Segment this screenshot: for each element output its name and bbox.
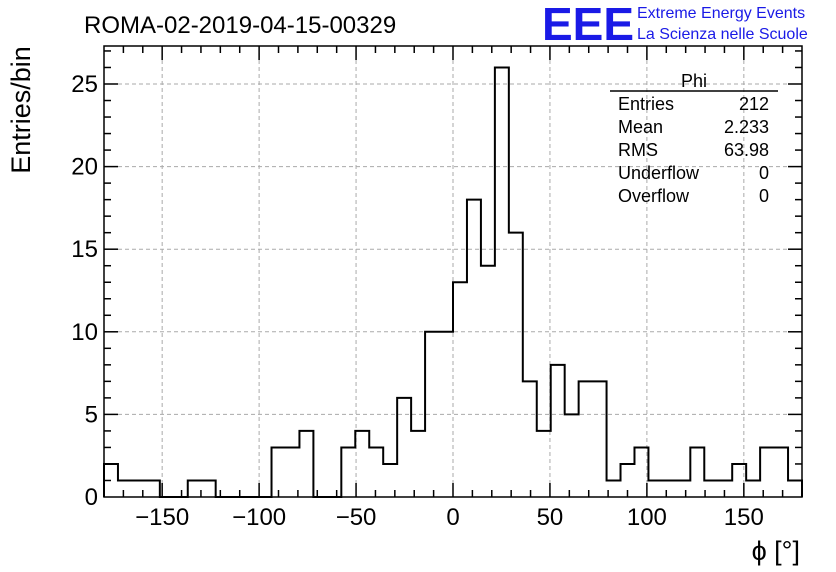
histogram-bar xyxy=(439,332,453,497)
y-tick-labels: 0 5 10 15 20 25 xyxy=(71,71,98,511)
histogram-bar xyxy=(551,365,565,497)
histogram-bar xyxy=(481,266,495,497)
stats-row-value: 0 xyxy=(759,186,769,206)
histogram-bar xyxy=(411,431,425,497)
histogram-bar xyxy=(355,431,369,497)
y-tick-label: 5 xyxy=(85,401,98,428)
x-tick-label: 50 xyxy=(537,504,564,531)
x-tick-labels: −150 −100 −50 0 50 100 150 xyxy=(135,504,764,531)
y-tick-label: 15 xyxy=(71,236,98,263)
histogram-bar xyxy=(202,480,216,497)
histogram-bar xyxy=(467,200,481,497)
histogram-bar xyxy=(648,480,662,497)
histogram-bar xyxy=(565,414,579,497)
stats-rows: Entries 212 Mean 2.233 RMS 63.98 Underflow 0 Ove… xyxy=(618,94,769,206)
x-tick-label: −100 xyxy=(232,504,286,531)
histogram-bar xyxy=(718,480,732,497)
chart-title: ROMA-02-2019-04-15-00329 xyxy=(84,12,396,39)
x-tick-label: 150 xyxy=(724,504,764,531)
stats-row-label: RMS xyxy=(618,140,658,160)
stats-row-value: 63.98 xyxy=(724,140,769,160)
histogram-bar xyxy=(369,447,383,497)
histogram-bar xyxy=(704,480,718,497)
y-tick-label: 10 xyxy=(71,319,98,346)
y-tick-label: 20 xyxy=(71,154,98,181)
stats-row-label: Entries xyxy=(618,94,674,114)
x-axis-label: ϕ [°] xyxy=(752,536,800,566)
histogram-bar xyxy=(285,447,299,497)
x-tick-label: 0 xyxy=(446,504,459,531)
stats-row-label: Mean xyxy=(618,117,663,137)
histogram-bar xyxy=(537,431,551,497)
histogram-bar xyxy=(760,447,774,497)
histogram-bar xyxy=(188,480,202,497)
stats-row-label: Overflow xyxy=(618,186,690,206)
histogram-bar xyxy=(118,480,132,497)
histogram-bar xyxy=(341,447,355,497)
histogram-bar xyxy=(579,381,593,497)
stats-row-value: 212 xyxy=(739,94,769,114)
histogram-bar xyxy=(272,447,286,497)
stats-title: Phi xyxy=(681,71,707,91)
stats-row-value: 2.233 xyxy=(724,117,769,137)
x-tick-label: −50 xyxy=(336,504,377,531)
stats-row-label: Underflow xyxy=(618,163,700,183)
histogram-bar xyxy=(662,480,676,497)
y-tick-label: 25 xyxy=(71,71,98,98)
histogram-bar xyxy=(788,480,802,497)
histogram-bar xyxy=(676,480,690,497)
histogram-bar xyxy=(774,447,788,497)
x-tick-label: 100 xyxy=(627,504,667,531)
y-tick-label: 0 xyxy=(85,484,98,511)
logo-line-2: La Scienza nelle Scuole xyxy=(637,26,808,43)
histogram-bar xyxy=(453,282,467,497)
eee-logo: EEE xyxy=(542,0,634,50)
histogram-bar xyxy=(690,447,704,497)
stats-box: Phi Entries 212 Mean 2.233 RMS 63.98 Underflow… xyxy=(610,71,778,206)
histogram-bar xyxy=(593,381,607,497)
axis-ticks xyxy=(104,46,802,497)
logo-line-1: Extreme Energy Events xyxy=(637,5,805,22)
grid-lines xyxy=(104,46,802,497)
histogram-bar xyxy=(746,480,760,497)
histogram-bar xyxy=(523,381,537,497)
histogram-bar xyxy=(132,480,146,497)
y-axis-label: Entries/bin xyxy=(6,46,36,174)
stats-row-value: 0 xyxy=(759,163,769,183)
x-tick-label: −150 xyxy=(135,504,189,531)
histogram-bar xyxy=(509,233,523,497)
histogram-bar xyxy=(146,480,160,497)
histogram-bar xyxy=(425,332,439,497)
histogram-bar xyxy=(397,398,411,497)
histogram-bar xyxy=(299,431,313,497)
histogram-bar xyxy=(495,67,509,497)
